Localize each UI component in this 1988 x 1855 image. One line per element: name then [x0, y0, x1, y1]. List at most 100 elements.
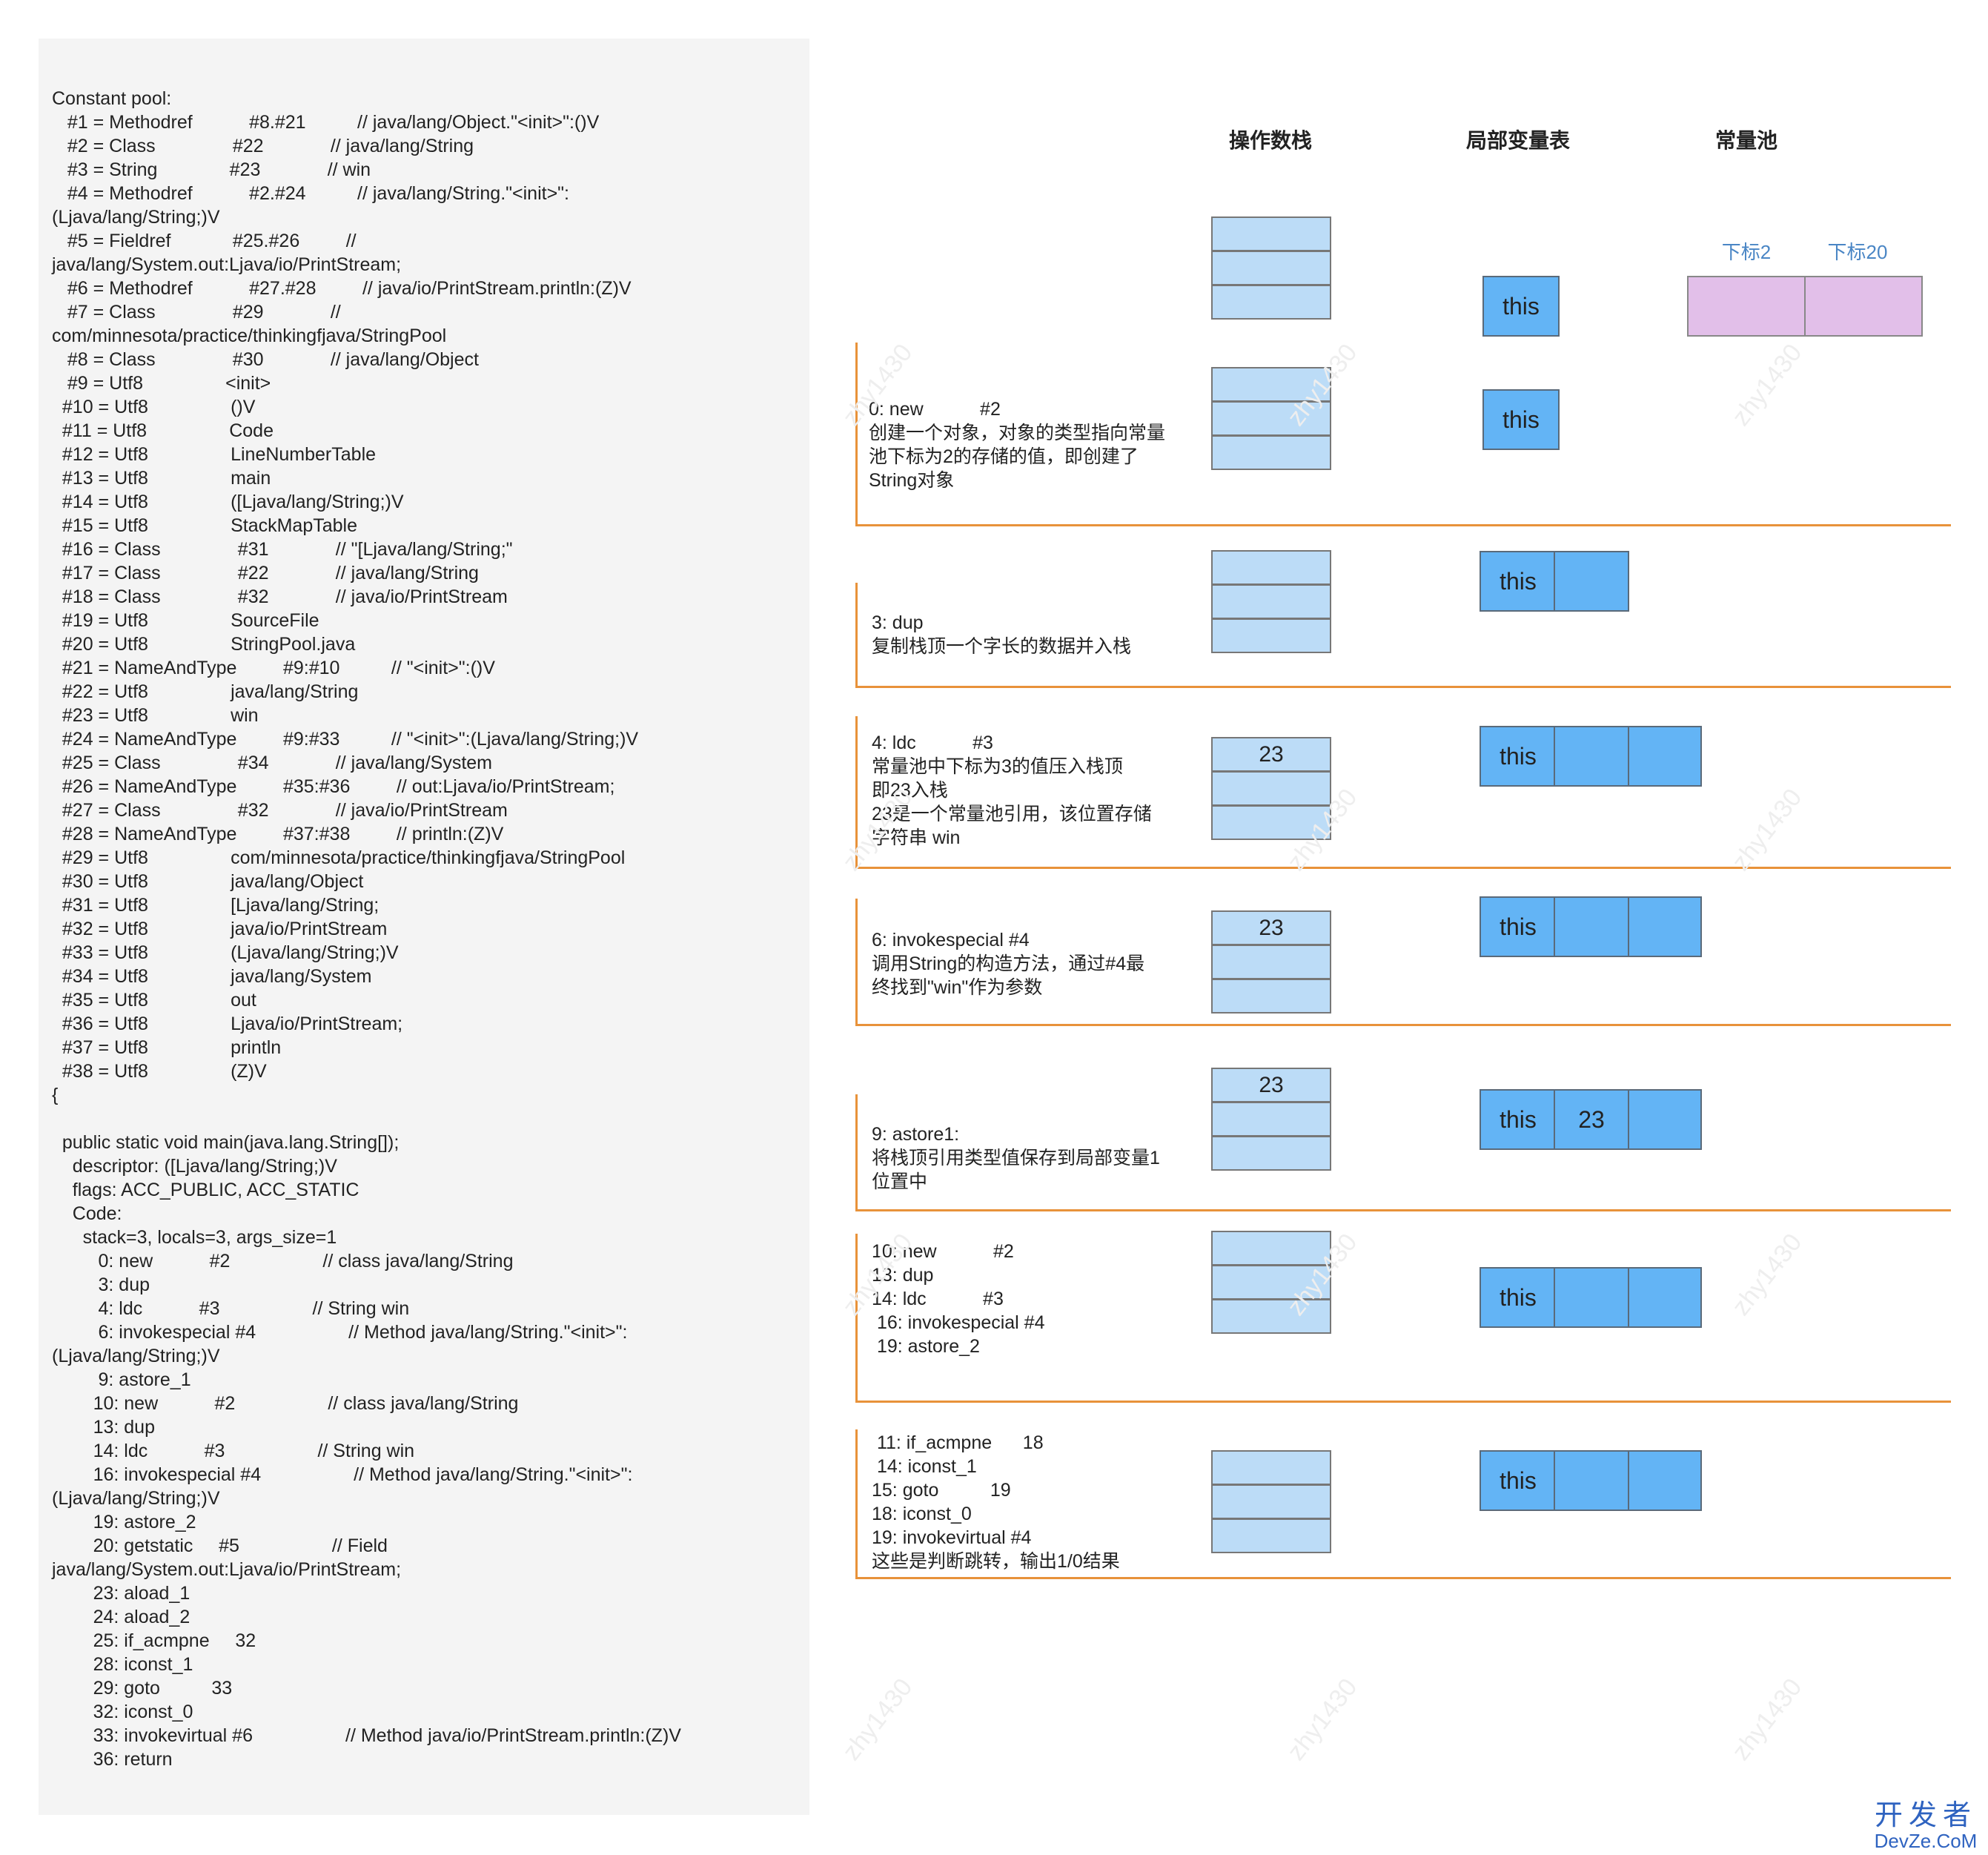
code-line: {	[52, 1085, 59, 1105]
step-description-line: 14: ldc #3	[872, 1289, 1004, 1309]
local-var-cell: 23	[1554, 1089, 1629, 1150]
code-line: #35 = Utf8 out	[52, 990, 256, 1011]
pool-index-label-2: 下标2	[1721, 241, 1772, 263]
code-line: #23 = Utf8 win	[52, 705, 259, 726]
operand-stack-cell	[1211, 401, 1331, 436]
operand-stack-cell	[1211, 1299, 1331, 1334]
local-var-cell	[1628, 1089, 1702, 1150]
code-line: #14 = Utf8 ([Ljava/lang/String;)V	[52, 492, 404, 512]
code-line: 0: new #2 // class java/lang/String	[52, 1251, 514, 1272]
code-line: 36: return	[52, 1749, 173, 1770]
local-var-cell: this	[1482, 276, 1560, 337]
code-line: #28 = NameAndType #37:#38 // println:(Z)…	[52, 824, 504, 844]
operand-stack-cell	[1211, 618, 1331, 653]
code-line: 19: astore_2	[52, 1512, 196, 1532]
local-var-cell	[1628, 1267, 1702, 1328]
step-description-line: 调用String的构造方法，通过#4最	[872, 953, 1145, 974]
code-line: #29 = Utf8 com/minnesota/practice/thinki…	[52, 847, 626, 868]
step-description-line: String对象	[869, 470, 955, 491]
pool-index-label-20: 下标20	[1827, 241, 1888, 263]
operand-stack-cell	[1211, 251, 1331, 285]
code-line: #32 = Utf8 java/io/PrintStream	[52, 919, 388, 939]
code-line: #11 = Utf8 Code	[52, 420, 274, 441]
code-line: 29: goto 33	[52, 1678, 233, 1699]
watermark-text: zhy1430	[1726, 1673, 1808, 1766]
local-var-cell	[1554, 1267, 1629, 1328]
bytecode-listing-panel	[39, 39, 809, 1815]
code-line: (Ljava/lang/String;)V	[52, 207, 220, 228]
code-line: 4: ldc #3 // String win	[52, 1298, 410, 1319]
code-line: Code:	[52, 1203, 122, 1224]
operand-stack-cell	[1211, 979, 1331, 1014]
step-bracket	[855, 716, 1951, 869]
code-line: #36 = Utf8 Ljava/io/PrintStream;	[52, 1014, 403, 1034]
step-description-line: 3: dup	[872, 612, 924, 633]
code-line: 33: invokevirtual #6 // Method java/io/P…	[52, 1725, 681, 1746]
local-var-cell	[1554, 896, 1629, 957]
operand-stack-cell	[1211, 771, 1331, 806]
operand-stack-cell	[1211, 435, 1331, 470]
code-line: #27 = Class #32 // java/io/PrintStream	[52, 800, 508, 821]
operand-stack-cell: 23	[1211, 1068, 1331, 1102]
code-line: #33 = Utf8 (Ljava/lang/String;)V	[52, 942, 399, 963]
code-line: #9 = Utf8 <init>	[52, 373, 271, 394]
local-var-cell: this	[1480, 1450, 1557, 1511]
code-line: 28: iconst_1	[52, 1654, 193, 1675]
step-description-line: 16: invokespecial #4	[872, 1312, 1045, 1333]
code-line: public static void main(java.lang.String…	[52, 1132, 400, 1153]
operand-stack-cell	[1211, 584, 1331, 619]
local-var-cell: this	[1480, 726, 1557, 787]
code-line: 3: dup	[52, 1274, 150, 1295]
code-line: #13 = Utf8 main	[52, 468, 271, 489]
local-var-cell	[1628, 1450, 1702, 1511]
step-bracket	[855, 583, 1951, 688]
code-line: #4 = Methodref #2.#24 // java/lang/Strin…	[52, 183, 569, 204]
code-line: 13: dup	[52, 1417, 155, 1438]
code-line: java/lang/System.out:Ljava/io/PrintStrea…	[52, 1559, 402, 1580]
code-line: #22 = Utf8 java/lang/String	[52, 681, 359, 702]
code-line: #10 = Utf8 ()V	[52, 397, 256, 417]
step-description-line: 即23入栈	[872, 780, 948, 801]
code-line: #24 = NameAndType #9:#33 // "<init>":(Lj…	[52, 729, 639, 750]
code-line: #7 = Class #29 //	[52, 302, 341, 323]
code-line: #15 = Utf8 StackMapTable	[52, 515, 357, 536]
code-line: 32: iconst_0	[52, 1702, 193, 1722]
site-logo-cn: 开发者	[1874, 1800, 1977, 1831]
code-line: #38 = Utf8 (Z)V	[52, 1061, 267, 1082]
step-description-line: 复制栈顶一个字长的数据并入栈	[872, 636, 1132, 657]
step-description-line: 23是一个常量池引用，该位置存储	[872, 804, 1152, 824]
step-description-line: 4: ldc #3	[872, 733, 993, 753]
operand-stack-cell: 23	[1211, 910, 1331, 945]
local-vars-header: 局部变量表	[1465, 129, 1571, 152]
constant-pool-cell	[1687, 276, 1806, 337]
step-description-line: 6: invokespecial #4	[872, 930, 1030, 950]
local-var-cell: this	[1482, 389, 1560, 450]
code-line: #37 = Utf8 println	[52, 1037, 282, 1058]
code-line: #3 = String #23 // win	[52, 159, 371, 180]
code-line: (Ljava/lang/String;)V	[52, 1488, 220, 1509]
code-line: Constant pool:	[52, 88, 172, 109]
step-description-line: 位置中	[872, 1171, 928, 1192]
operand-stack-cell	[1211, 945, 1331, 979]
operand-stack-cell	[1211, 550, 1331, 585]
constant-pool-cell	[1804, 276, 1923, 337]
operand-stack-cell	[1211, 1136, 1331, 1171]
code-line: #8 = Class #30 // java/lang/Object	[52, 349, 479, 370]
operand-stack-cell	[1211, 1518, 1331, 1553]
code-line: #25 = Class #34 // java/lang/System	[52, 753, 493, 773]
code-line: #26 = NameAndType #35:#36 // out:Ljava/i…	[52, 776, 615, 797]
code-line: descriptor: ([Ljava/lang/String;)V	[52, 1156, 337, 1177]
code-line: 10: new #2 // class java/lang/String	[52, 1393, 519, 1414]
operand-stack-cell: 23	[1211, 737, 1331, 772]
site-logo: 开发者 DevZe.CoM	[1868, 1802, 1984, 1852]
code-line: com/minnesota/practice/thinkingfjava/Str…	[52, 325, 447, 346]
local-var-cell: this	[1480, 1267, 1557, 1328]
step-description-line: 18: iconst_0	[872, 1504, 972, 1524]
step-description-line: 15: goto 19	[872, 1480, 1011, 1501]
step-description-line: 19: astore_2	[872, 1336, 980, 1357]
step-bracket	[855, 1234, 1951, 1403]
watermark-text: zhy1430	[837, 1673, 918, 1766]
operand-stack-cell	[1211, 1484, 1331, 1519]
code-line: 16: invokespecial #4 // Method java/lang…	[52, 1464, 633, 1485]
code-line: (Ljava/lang/String;)V	[52, 1346, 220, 1366]
